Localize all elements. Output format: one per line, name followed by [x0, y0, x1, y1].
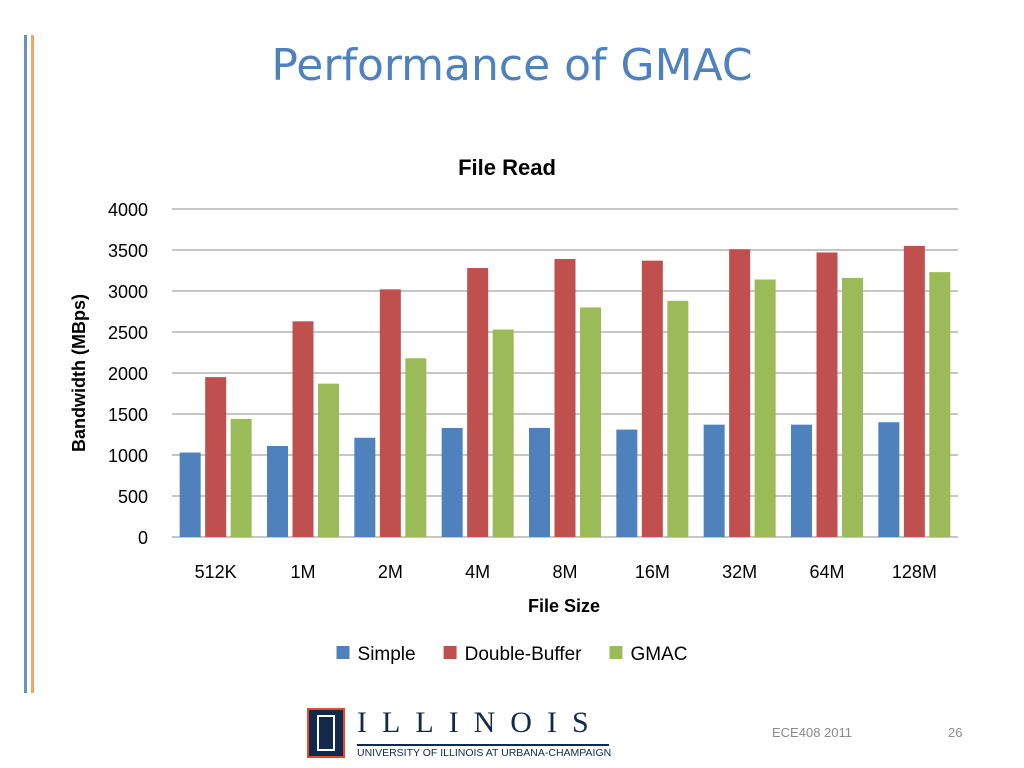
- bar-double-buffer-512k: [205, 377, 227, 537]
- bar-double-buffer-4m: [467, 268, 489, 537]
- bar-simple-2m: [354, 437, 376, 537]
- x-tick-label: 8M: [552, 562, 577, 582]
- bar-simple-64m: [791, 424, 812, 537]
- chart-title: File Read: [458, 155, 556, 180]
- left-accent-bar-orange: [31, 35, 34, 693]
- legend-swatch: [336, 646, 350, 659]
- bar-gmac-64m: [842, 277, 863, 537]
- x-tick-label: 128M: [892, 562, 937, 582]
- y-tick-labels: 0 500 1000 1500 2000 2500 3000 3500 4000: [108, 200, 148, 548]
- bar-double-buffer-64m: [816, 252, 838, 537]
- bar-double-buffer-8m: [554, 259, 576, 537]
- bar-simple-4m: [441, 427, 463, 537]
- bar-gmac-512k: [230, 418, 252, 537]
- legend-item: GMAC: [609, 644, 687, 665]
- bar-double-buffer-1m: [292, 321, 314, 537]
- y-tick-label: 2000: [108, 364, 148, 384]
- legend-item: Simple: [336, 644, 416, 665]
- y-tick-label: 0: [138, 528, 148, 548]
- bar-gmac-1m: [318, 383, 339, 537]
- bar-gmac-128m: [929, 272, 951, 537]
- university-logo: ILLINOIS UNIVERSITY OF ILLINOIS AT URBAN…: [307, 706, 617, 760]
- x-axis-label: File Size: [528, 596, 600, 616]
- x-tick-label: 16M: [635, 562, 670, 582]
- y-tick-label: 4000: [108, 200, 148, 220]
- logo-divider: [357, 744, 609, 746]
- bar-double-buffer-2m: [379, 289, 401, 537]
- legend-label: Simple: [358, 644, 416, 665]
- x-tick-label: 512K: [195, 562, 237, 582]
- bar-gmac-16m: [667, 300, 689, 537]
- x-tick-labels: 512K 1M 2M 4M 8M 16M 32M 64M 128M: [195, 562, 937, 582]
- y-tick-label: 3500: [108, 241, 148, 261]
- bar-double-buffer-16m: [641, 260, 663, 537]
- bar-gmac-8m: [580, 307, 601, 537]
- footer-course: ECE408 2011: [772, 725, 852, 740]
- y-tick-label: 500: [118, 487, 148, 507]
- bars: [179, 245, 951, 537]
- bar-gmac-4m: [492, 329, 514, 537]
- bar-simple-8m: [529, 427, 550, 537]
- bar-double-buffer-128m: [903, 245, 925, 537]
- legend-label: Double-Buffer: [465, 644, 583, 665]
- left-accent-bar-blue: [24, 35, 27, 693]
- bar-simple-1m: [267, 445, 288, 537]
- bar-gmac-2m: [405, 358, 427, 537]
- y-tick-label: 1000: [108, 446, 148, 466]
- bar-simple-32m: [703, 424, 725, 537]
- slide-title: Performance of GMAC: [271, 40, 753, 91]
- legend-swatch: [609, 646, 623, 659]
- x-tick-label: 64M: [809, 562, 844, 582]
- bar-double-buffer-32m: [729, 249, 751, 537]
- bar-simple-128m: [878, 422, 900, 537]
- x-tick-label: 4M: [465, 562, 490, 582]
- logo-wordmark: ILLINOIS: [357, 706, 604, 739]
- legend: Simple Double-Buffer GMAC: [336, 644, 687, 665]
- logo-subtitle: UNIVERSITY OF ILLINOIS AT URBANA-CHAMPAI…: [357, 747, 612, 759]
- legend-swatch: [443, 646, 457, 659]
- bar-simple-512k: [179, 452, 201, 537]
- page-number: 26: [948, 725, 963, 740]
- x-tick-label: 2M: [378, 562, 403, 582]
- legend-item: Double-Buffer: [443, 644, 583, 665]
- y-tick-label: 2500: [108, 323, 148, 343]
- bar-simple-16m: [616, 429, 638, 537]
- y-tick-label: 3000: [108, 282, 148, 302]
- bar-gmac-32m: [754, 279, 776, 537]
- block-i-icon: [307, 708, 345, 758]
- y-axis-label: Bandwidth (MBps): [69, 294, 89, 452]
- x-tick-label: 32M: [722, 562, 757, 582]
- y-tick-label: 1500: [108, 405, 148, 425]
- legend-label: GMAC: [630, 644, 687, 665]
- x-tick-label: 1M: [290, 562, 315, 582]
